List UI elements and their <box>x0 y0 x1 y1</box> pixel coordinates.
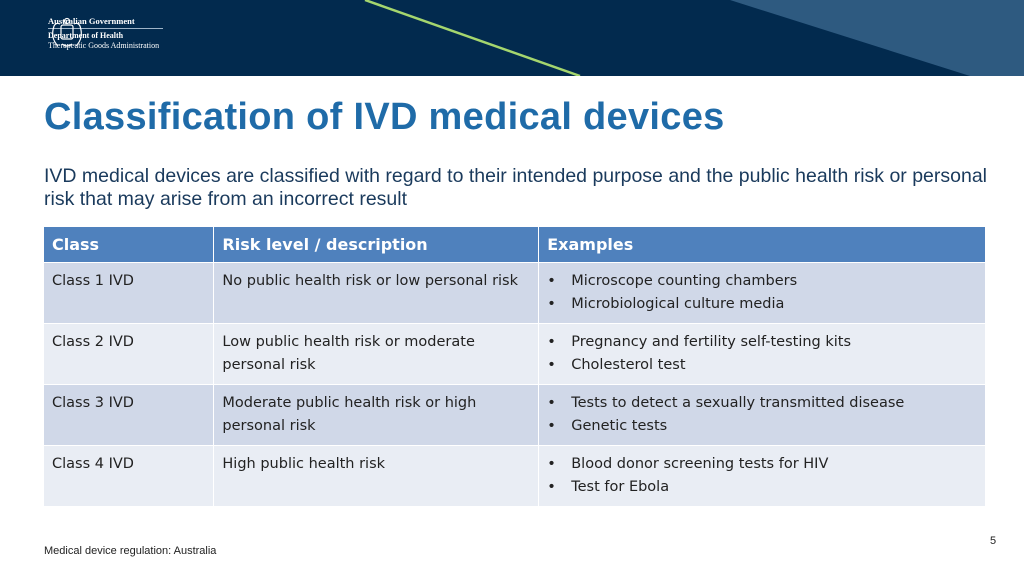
example-item: Tests to detect a sexually transmitted d… <box>547 392 977 415</box>
example-item: Microscope counting chambers <box>547 270 977 293</box>
logo-agency: Therapeutic Goods Administration <box>48 41 160 50</box>
table-row: Class 3 IVD Moderate public health risk … <box>44 383 986 445</box>
header-band: Australian Government Department of Heal… <box>0 0 1024 76</box>
class-cell: Class 1 IVD <box>44 261 215 323</box>
risk-cell: Low public health risk or moderate perso… <box>213 322 540 384</box>
coat-of-arms-icon <box>52 17 82 47</box>
example-item: Microbiological culture media <box>547 293 977 316</box>
class-cell: Class 3 IVD <box>44 383 215 445</box>
table-row: Class 2 IVD Low public health risk or mo… <box>44 322 986 384</box>
risk-cell: High public health risk <box>213 444 540 506</box>
header-graphic <box>364 0 1024 76</box>
header-class: Class <box>44 227 215 262</box>
example-item: Test for Ebola <box>547 476 977 499</box>
table-row: Class 4 IVD High public health risk Bloo… <box>44 444 986 506</box>
example-item: Genetic tests <box>547 415 977 438</box>
classification-table: Class Risk level / description Examples … <box>44 227 986 506</box>
header-examples: Examples <box>538 227 986 262</box>
agency-logo: Australian Government Department of Heal… <box>44 16 163 51</box>
logo-department: Department of Health <box>48 31 124 40</box>
accent-line <box>364 0 581 76</box>
logo-government: Australian Government <box>48 16 163 29</box>
header-risk: Risk level / description <box>213 227 540 262</box>
example-item: Cholesterol test <box>547 354 977 377</box>
risk-cell: Moderate public health risk or high pers… <box>213 383 540 445</box>
example-item: Pregnancy and fertility self-testing kit… <box>547 331 977 354</box>
class-cell: Class 4 IVD <box>44 444 215 506</box>
example-item: Blood donor screening tests for HIV <box>547 453 977 476</box>
header-triangle <box>730 0 1024 76</box>
page-number: 5 <box>990 535 997 547</box>
examples-cell: Pregnancy and fertility self-testing kit… <box>538 322 986 384</box>
class-cell: Class 2 IVD <box>44 322 215 384</box>
table-header-row: Class Risk level / description Examples <box>44 227 986 262</box>
examples-cell: Microscope counting chambers Microbiolog… <box>538 261 986 323</box>
slide-subtitle: IVD medical devices are classified with … <box>44 165 988 210</box>
slide-title: Classification of IVD medical devices <box>44 96 725 138</box>
footer-text: Medical device regulation: Australia <box>44 545 217 557</box>
examples-cell: Blood donor screening tests for HIV Test… <box>538 444 986 506</box>
table-row: Class 1 IVD No public health risk or low… <box>44 261 986 323</box>
risk-cell: No public health risk or low personal ri… <box>213 261 540 323</box>
examples-cell: Tests to detect a sexually transmitted d… <box>538 383 986 445</box>
